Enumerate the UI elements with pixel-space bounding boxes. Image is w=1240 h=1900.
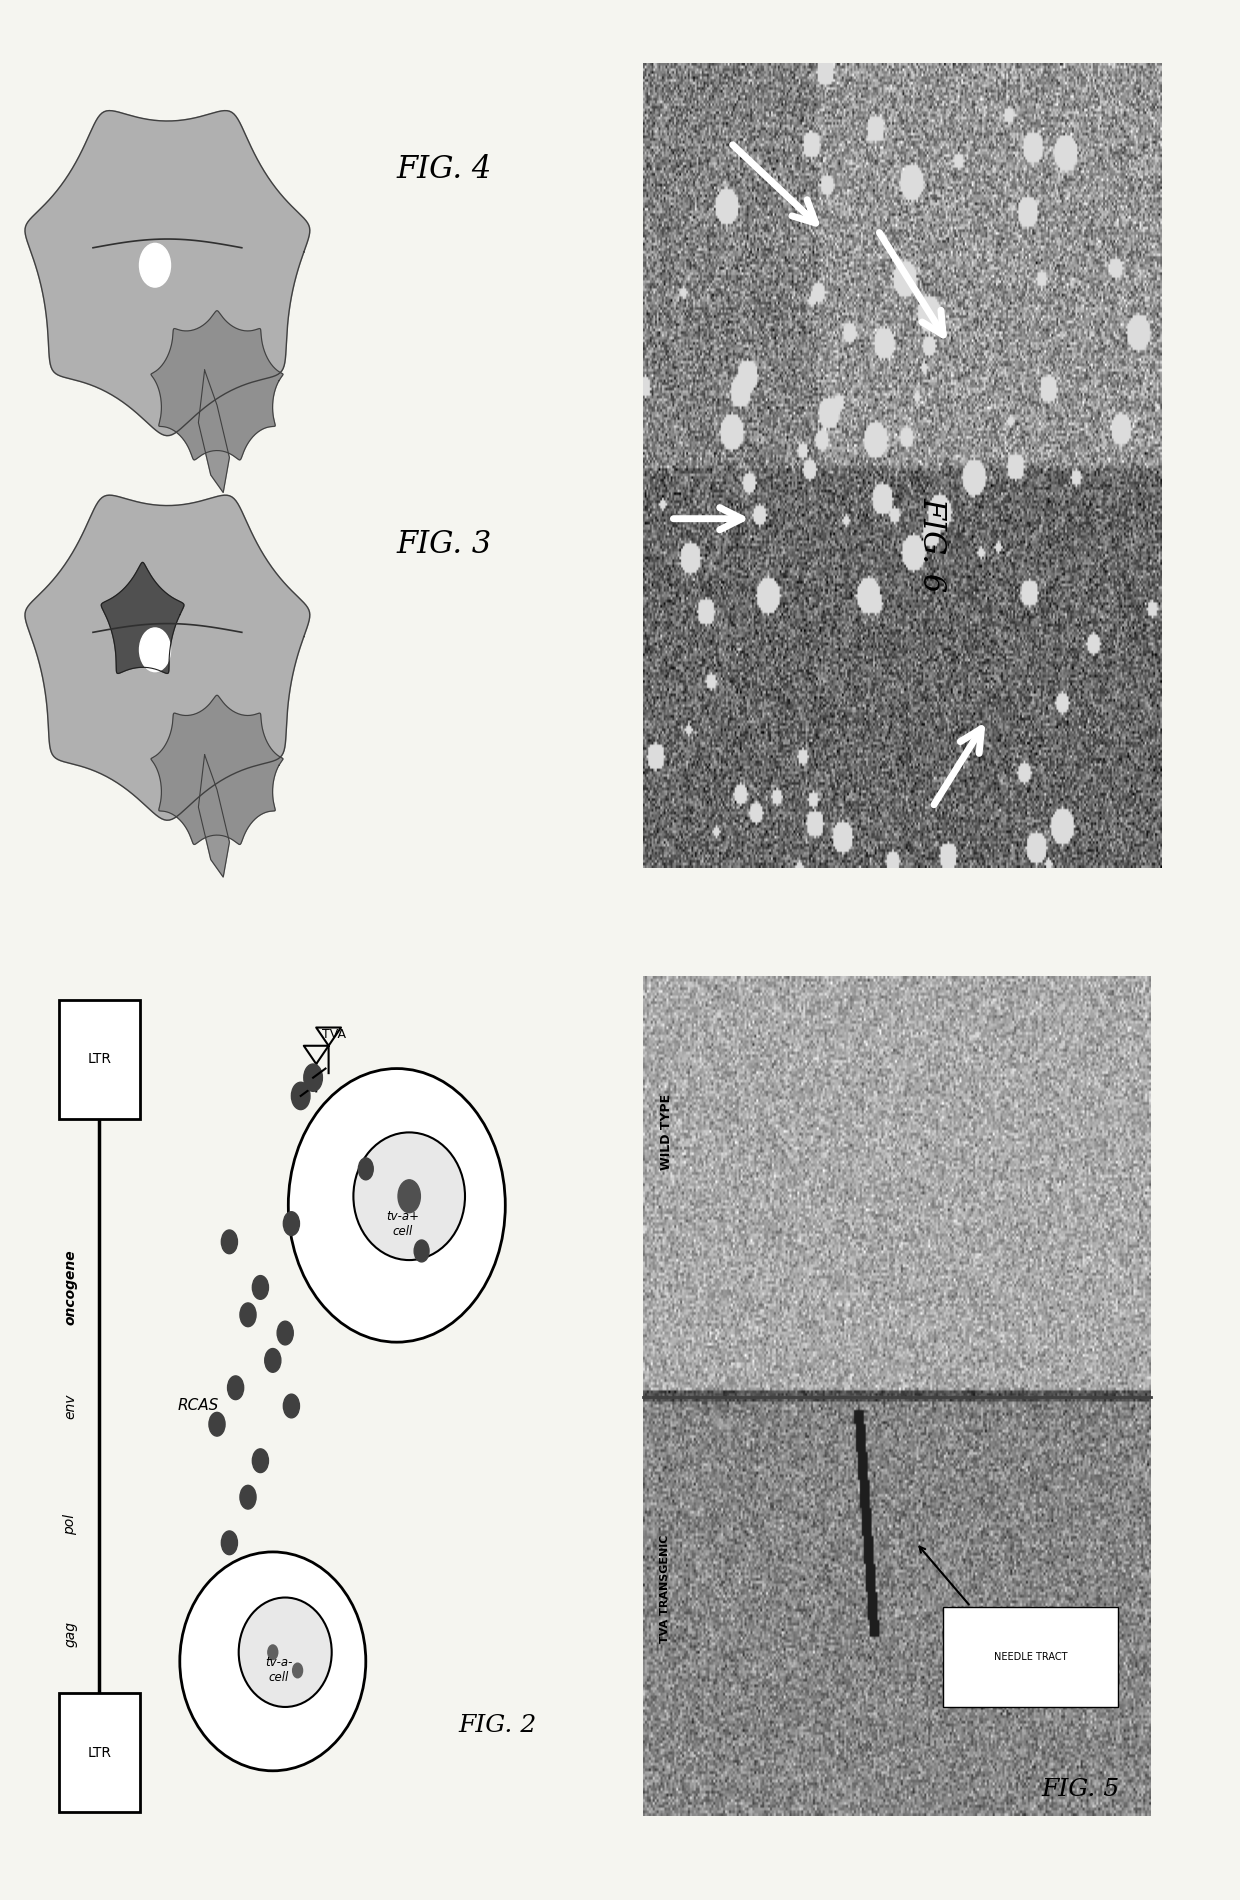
FancyBboxPatch shape xyxy=(60,1693,139,1813)
Polygon shape xyxy=(25,110,310,435)
Circle shape xyxy=(139,243,171,287)
Circle shape xyxy=(228,1376,243,1400)
Ellipse shape xyxy=(353,1132,465,1260)
Text: RCAS: RCAS xyxy=(177,1398,219,1414)
Text: TVA TRANSGENIC: TVA TRANSGENIC xyxy=(660,1533,670,1644)
Circle shape xyxy=(277,1320,293,1345)
Circle shape xyxy=(253,1275,269,1300)
Circle shape xyxy=(304,1064,322,1091)
Ellipse shape xyxy=(238,1598,332,1706)
Text: FIG. 6: FIG. 6 xyxy=(916,498,947,593)
Polygon shape xyxy=(198,754,229,878)
Text: tv-a+
cell: tv-a+ cell xyxy=(387,1210,419,1237)
Polygon shape xyxy=(25,496,310,821)
Text: LTR: LTR xyxy=(87,1053,112,1066)
Text: NEEDLE TRACT: NEEDLE TRACT xyxy=(994,1651,1068,1662)
Text: env: env xyxy=(63,1393,78,1419)
Text: tv-a-
cell: tv-a- cell xyxy=(265,1657,293,1685)
Polygon shape xyxy=(198,370,229,492)
Polygon shape xyxy=(151,695,283,844)
Text: gag: gag xyxy=(63,1621,78,1647)
Text: TVA: TVA xyxy=(322,1028,346,1041)
Ellipse shape xyxy=(288,1068,506,1341)
Text: FIG. 4: FIG. 4 xyxy=(397,154,492,184)
Text: LTR: LTR xyxy=(87,1746,112,1759)
Circle shape xyxy=(241,1486,255,1509)
Text: FIG. 5: FIG. 5 xyxy=(1042,1778,1120,1801)
Polygon shape xyxy=(151,312,283,460)
Circle shape xyxy=(253,1450,269,1472)
Circle shape xyxy=(139,627,171,671)
Circle shape xyxy=(221,1229,238,1254)
FancyBboxPatch shape xyxy=(944,1607,1118,1706)
FancyBboxPatch shape xyxy=(60,999,139,1119)
Circle shape xyxy=(283,1212,300,1235)
Text: pol: pol xyxy=(63,1514,78,1535)
Circle shape xyxy=(268,1645,278,1659)
Circle shape xyxy=(221,1531,238,1554)
Polygon shape xyxy=(102,562,184,673)
Circle shape xyxy=(264,1349,280,1372)
Ellipse shape xyxy=(180,1552,366,1771)
Text: WILD TYPE: WILD TYPE xyxy=(660,1094,672,1170)
Circle shape xyxy=(358,1157,373,1180)
Text: FIG. 2: FIG. 2 xyxy=(459,1714,537,1737)
Text: oncogene: oncogene xyxy=(63,1250,78,1326)
Circle shape xyxy=(291,1083,310,1110)
Circle shape xyxy=(283,1395,300,1417)
Text: FIG. 3: FIG. 3 xyxy=(397,530,492,560)
Circle shape xyxy=(293,1662,303,1678)
Circle shape xyxy=(208,1412,226,1436)
Circle shape xyxy=(398,1180,420,1212)
Circle shape xyxy=(241,1303,255,1326)
Circle shape xyxy=(414,1241,429,1262)
